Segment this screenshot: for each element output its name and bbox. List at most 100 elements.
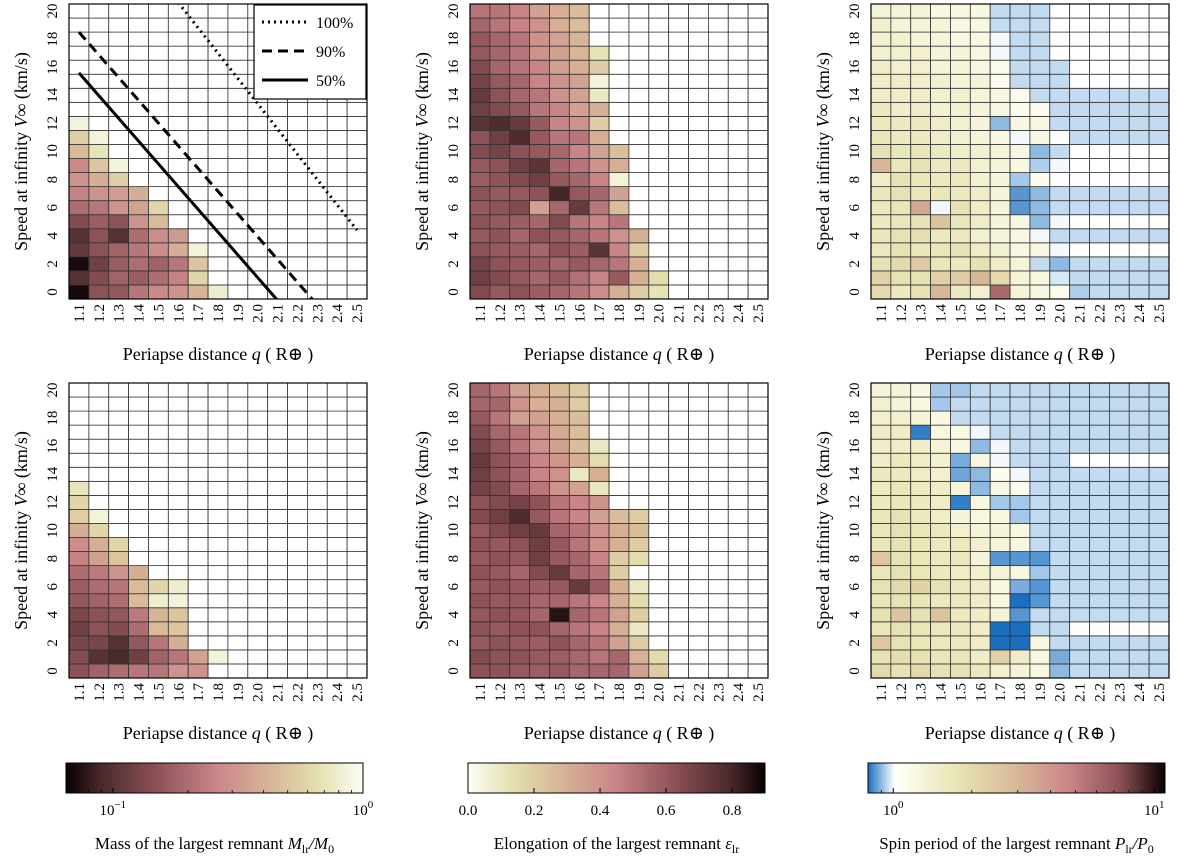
- heatmap-cell: [148, 607, 169, 623]
- heatmap-cell: [930, 144, 951, 159]
- heatmap-cell: [989, 270, 1011, 286]
- heatmap-cell: [167, 214, 189, 230]
- heatmap-cell: [167, 130, 189, 145]
- heatmap-cell: [529, 31, 550, 47]
- heatmap-cell: [1049, 537, 1071, 552]
- heatmap-cell: [1128, 270, 1150, 286]
- heatmap-cell: [688, 466, 709, 482]
- heatmap-cell: [187, 438, 209, 454]
- heatmap-cell: [267, 466, 288, 482]
- heatmap-cell: [1009, 649, 1031, 665]
- heatmap-cell: [648, 45, 670, 61]
- heatmap-cell: [890, 509, 912, 524]
- heatmap-cell: [509, 635, 531, 651]
- heatmap-cell: [489, 382, 511, 398]
- heatmap-cell: [1089, 438, 1110, 454]
- heatmap-cell: [648, 158, 670, 173]
- heatmap-cell: [469, 284, 491, 300]
- heatmap-cell: [708, 158, 729, 173]
- heatmap-cell: [108, 228, 130, 244]
- y-tick-label: 14: [45, 87, 61, 103]
- heatmap-cell: [287, 424, 308, 440]
- heatmap-cell: [1089, 130, 1110, 145]
- heatmap-cell: [469, 452, 491, 468]
- y-tick-label: 18: [45, 411, 61, 426]
- heatmap-cell: [1049, 424, 1071, 440]
- heatmap-cell: [628, 494, 650, 510]
- heatmap-cell: [1009, 424, 1031, 440]
- heatmap-cell: [588, 382, 610, 398]
- heatmap-cell: [568, 424, 590, 440]
- heatmap-cell: [1009, 270, 1031, 286]
- heatmap-cell: [950, 144, 971, 159]
- heatmap-cell: [727, 284, 749, 300]
- x-tick-label: 2.0: [251, 304, 267, 323]
- heatmap-cell: [628, 242, 650, 258]
- heatmap-cell: [469, 228, 491, 244]
- y-axis-label: Speed at infinity V∞ (km/s): [412, 52, 433, 251]
- heatmap-cell: [608, 256, 630, 272]
- x-tick-label: 1.7: [191, 683, 207, 702]
- heatmap-cell: [68, 256, 90, 272]
- heatmap-cell: [910, 621, 931, 637]
- heatmap-cell: [247, 480, 269, 496]
- x-tick-label: 1.3: [513, 304, 529, 323]
- heatmap-cell: [148, 410, 169, 426]
- heatmap-cell: [870, 663, 892, 679]
- heatmap-cell: [267, 621, 288, 637]
- heatmap-cell: [167, 59, 189, 75]
- heatmap-cell: [1089, 593, 1110, 609]
- heatmap-cell: [489, 73, 511, 89]
- heatmap-cell: [668, 382, 689, 398]
- colorbar-tick-label: 0.8: [723, 803, 742, 819]
- heatmap-cell: [68, 635, 90, 651]
- heatmap-cell: [1069, 172, 1090, 188]
- heatmap-cell: [688, 649, 709, 665]
- y-tick-label: 4: [446, 232, 462, 240]
- heatmap-cell: [1148, 494, 1170, 510]
- heatmap-cell: [588, 466, 610, 482]
- heatmap-cell: [108, 382, 130, 398]
- heatmap-cell: [950, 87, 971, 103]
- heatmap-cell: [747, 256, 769, 272]
- heatmap-cell: [688, 214, 709, 230]
- heatmap-cell: [207, 242, 229, 258]
- heatmap-cell: [187, 635, 209, 651]
- heatmap-cell: [326, 424, 348, 440]
- x-tick-label: 1.3: [914, 304, 930, 323]
- heatmap-cell: [930, 509, 951, 524]
- heatmap-cell: [727, 73, 749, 89]
- x-tick-label: 2.5: [350, 304, 366, 323]
- heatmap-cell: [1009, 101, 1031, 117]
- heatmap-cell: [1089, 172, 1110, 188]
- heatmap-cell: [128, 17, 149, 33]
- heatmap-cell: [1128, 284, 1150, 300]
- heatmap-cell: [509, 424, 531, 440]
- heatmap-cell: [989, 424, 1011, 440]
- heatmap-cell: [306, 452, 328, 468]
- heatmap-cell: [628, 424, 650, 440]
- heatmap-cell: [608, 73, 630, 89]
- heatmap-cell: [930, 172, 951, 188]
- heatmap-cell: [608, 172, 630, 188]
- heatmap-cell: [870, 59, 892, 75]
- heatmap-cell: [68, 452, 90, 468]
- x-tick-label: 1.5: [151, 304, 167, 323]
- heatmap-cell: [930, 593, 951, 609]
- heatmap-cell: [1089, 186, 1110, 202]
- heatmap-cell: [1009, 214, 1031, 230]
- heatmap-cell: [930, 101, 951, 117]
- heatmap-cell: [1128, 158, 1150, 173]
- heatmap-cell: [950, 73, 971, 89]
- heatmap-cell: [648, 537, 670, 552]
- heatmap-cell: [207, 466, 229, 482]
- heatmap-cell: [167, 635, 189, 651]
- heatmap-cell: [1069, 579, 1090, 595]
- heatmap-cell: [668, 101, 689, 117]
- heatmap-cell: [568, 663, 590, 679]
- heatmap-cell: [747, 635, 769, 651]
- heatmap-cell: [568, 270, 590, 286]
- heatmap-cell: [608, 509, 630, 524]
- heatmap-cell: [509, 452, 531, 468]
- heatmap-cell: [870, 17, 892, 33]
